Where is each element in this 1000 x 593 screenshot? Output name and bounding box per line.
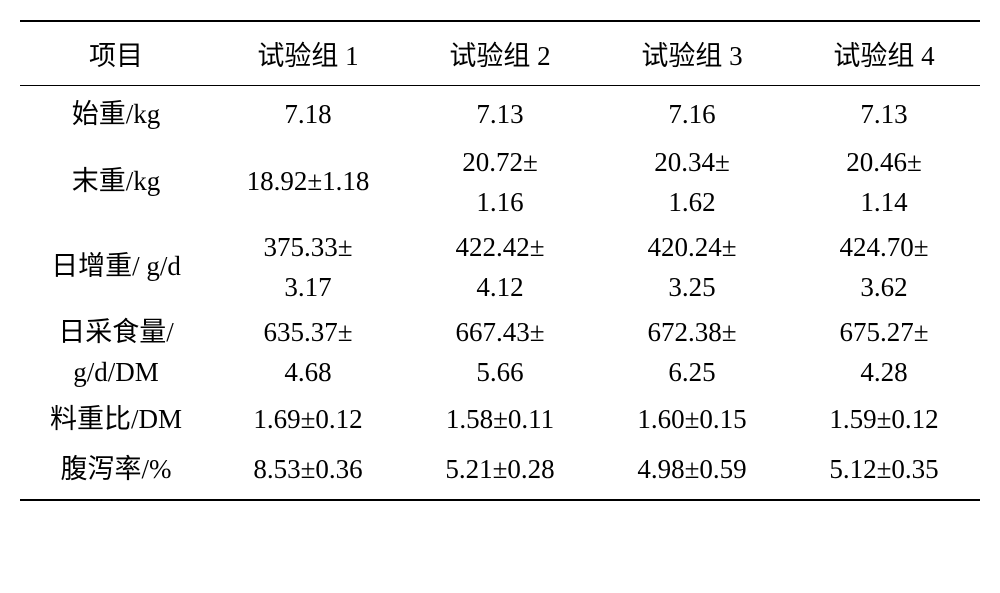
table-row: 始重/kg 7.18 7.13 7.16 7.13 (20, 90, 980, 140)
cell: 422.42±4.12 (404, 225, 596, 310)
cell: 1.69±0.12 (212, 395, 404, 445)
row-label: 料重比/DM (20, 395, 212, 445)
row-label: 始重/kg (20, 90, 212, 140)
table-row: 日增重/ g/d 375.33±3.17 422.42±4.12 420.24±… (20, 225, 980, 310)
col-header-item: 项目 (20, 32, 212, 75)
col-header-group4: 试验组 4 (788, 32, 980, 75)
cell: 420.24±3.25 (596, 225, 788, 310)
cell: 7.18 (212, 90, 404, 140)
cell: 5.21±0.28 (404, 445, 596, 495)
cell: 18.92±1.18 (212, 157, 404, 207)
cell: 424.70±3.62 (788, 225, 980, 310)
cell: 4.98±0.59 (596, 445, 788, 495)
cell: 1.60±0.15 (596, 395, 788, 445)
table-header-row: 项目 试验组 1 试验组 2 试验组 3 试验组 4 (20, 22, 980, 86)
cell: 7.13 (404, 90, 596, 140)
cell: 1.58±0.11 (404, 395, 596, 445)
cell: 672.38±6.25 (596, 310, 788, 395)
cell: 8.53±0.36 (212, 445, 404, 495)
table-row: 末重/kg 18.92±1.18 20.72±1.16 20.34±1.62 2… (20, 140, 980, 225)
cell: 675.27±4.28 (788, 310, 980, 395)
cell: 20.34±1.62 (596, 140, 788, 225)
cell: 5.12±0.35 (788, 445, 980, 495)
row-label: 日采食量/g/d/DM (20, 310, 212, 395)
cell: 7.16 (596, 90, 788, 140)
row-label: 腹泻率/% (20, 445, 212, 495)
cell: 20.72±1.16 (404, 140, 596, 225)
cell: 7.13 (788, 90, 980, 140)
cell: 1.59±0.12 (788, 395, 980, 445)
row-label: 日增重/ g/d (20, 242, 212, 292)
cell: 635.37±4.68 (212, 310, 404, 395)
col-header-group2: 试验组 2 (404, 32, 596, 75)
table-body: 始重/kg 7.18 7.13 7.16 7.13 末重/kg 18.92±1.… (20, 86, 980, 499)
cell: 375.33±3.17 (212, 225, 404, 310)
col-header-group3: 试验组 3 (596, 32, 788, 75)
table-row: 腹泻率/% 8.53±0.36 5.21±0.28 4.98±0.59 5.12… (20, 445, 980, 495)
data-table: 项目 试验组 1 试验组 2 试验组 3 试验组 4 始重/kg 7.18 7.… (20, 20, 980, 501)
table-row: 料重比/DM 1.69±0.12 1.58±0.11 1.60±0.15 1.5… (20, 395, 980, 445)
cell: 20.46±1.14 (788, 140, 980, 225)
cell: 667.43±5.66 (404, 310, 596, 395)
table-row: 日采食量/g/d/DM 635.37±4.68 667.43±5.66 672.… (20, 310, 980, 395)
col-header-group1: 试验组 1 (212, 32, 404, 75)
row-label: 末重/kg (20, 157, 212, 207)
